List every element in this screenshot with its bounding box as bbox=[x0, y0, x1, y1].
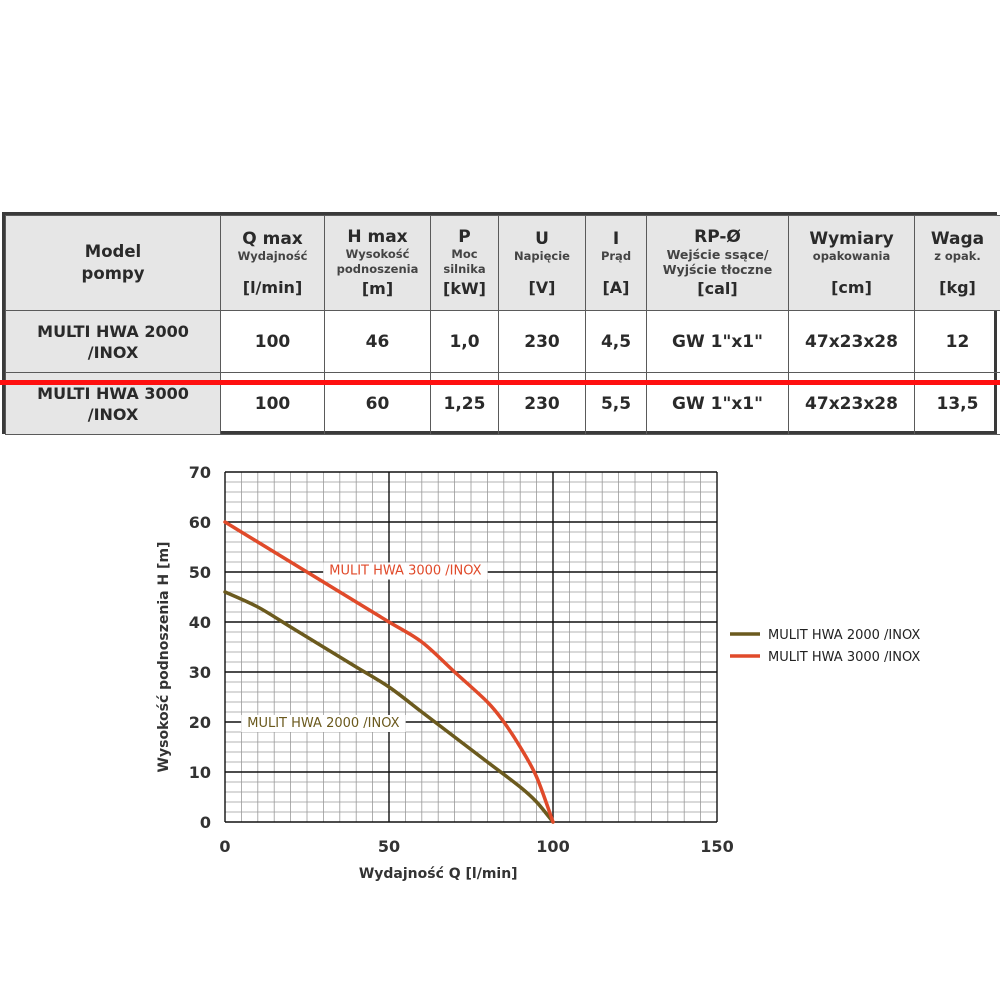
header-title: Wymiary bbox=[809, 228, 894, 249]
header-connection: RP-Ø Wejście ssące/ Wyjście tłoczne [cal… bbox=[646, 215, 789, 311]
header-unit: [V] bbox=[528, 277, 556, 297]
header-unit: [m] bbox=[361, 279, 394, 298]
y-tick-label: 0 bbox=[200, 813, 211, 832]
series-line bbox=[223, 520, 555, 824]
header-sub: Wejście ssące/ Wyjście tłoczne bbox=[662, 247, 773, 277]
header-title: Waga bbox=[930, 228, 985, 249]
header-sub: opakowania bbox=[812, 248, 891, 263]
y-tick-label: 50 bbox=[189, 563, 211, 582]
chart-legend: MULIT HWA 2000 /INOX MULIT HWA 3000 /INOX bbox=[730, 628, 920, 665]
x-tick-label: 150 bbox=[700, 837, 733, 856]
header-unit: [l/min] bbox=[242, 277, 303, 297]
current-cell: 4,5 bbox=[585, 310, 647, 373]
chart-ticks: 0 10 20 30 40 50 60 70 0 50 100 150 bbox=[189, 463, 734, 856]
highlight-divider bbox=[0, 380, 1000, 385]
model-cell: MULTI HWA 2000 /INOX bbox=[5, 310, 221, 373]
x-tick-label: 100 bbox=[536, 837, 569, 856]
header-unit: [kg] bbox=[939, 277, 976, 297]
y-tick-label: 40 bbox=[189, 613, 211, 632]
annotation-background bbox=[241, 715, 406, 732]
annotation-background bbox=[323, 562, 488, 580]
model-line2: /INOX bbox=[87, 404, 139, 424]
pump-curve-chart: 0 10 20 30 40 50 60 70 0 50 100 150 MULIT HWA 3000 … bbox=[156, 463, 920, 882]
header-model-line2: pompy bbox=[81, 264, 145, 283]
header-hmax: H max Wysokość podnoszenia [m] bbox=[324, 215, 431, 311]
header-sub: Moc silnika bbox=[443, 247, 486, 276]
model-line2: /INOX bbox=[87, 342, 139, 362]
header-model-line1: Model bbox=[84, 242, 142, 261]
chart-series bbox=[223, 520, 555, 824]
header-unit: [kW] bbox=[443, 279, 486, 298]
table-row: MULTI HWA 2000 /INOX 100 46 1,0 230 4,5 … bbox=[5, 310, 1000, 373]
legend-label: MULIT HWA 3000 /INOX bbox=[768, 650, 920, 665]
y-tick-label: 60 bbox=[189, 513, 211, 532]
weight-cell: 12 bbox=[914, 310, 1000, 373]
header-weight: Waga z opak. [kg] bbox=[914, 215, 1000, 311]
legend-label: MULIT HWA 2000 /INOX bbox=[768, 628, 920, 643]
x-tick-label: 0 bbox=[219, 837, 230, 856]
header-title: H max bbox=[347, 227, 408, 247]
dimensions-cell: 47x23x28 bbox=[788, 310, 915, 373]
header-sub: Napięcie bbox=[514, 248, 570, 263]
power-cell: 1,0 bbox=[430, 310, 499, 373]
header-sub: Wysokość podnoszenia bbox=[336, 247, 419, 276]
qmax-cell: 100 bbox=[220, 310, 325, 373]
header-sub: Prąd bbox=[600, 248, 632, 263]
voltage-cell: 230 bbox=[498, 310, 586, 373]
header-unit: [cm] bbox=[831, 277, 872, 297]
y-tick-label: 20 bbox=[189, 713, 211, 732]
header-title: I bbox=[612, 228, 620, 249]
header-qmax: Q max Wydajność [l/min] bbox=[220, 215, 325, 311]
header-voltage: U Napięcie [V] bbox=[498, 215, 586, 311]
y-tick-label: 10 bbox=[189, 763, 211, 782]
spec-table: Model pompy Q max Wydajność [l/min] H ma… bbox=[2, 212, 1000, 435]
header-sub: Wydajność bbox=[237, 248, 308, 263]
x-tick-label: 50 bbox=[378, 837, 400, 856]
header-title: Q max bbox=[242, 228, 303, 249]
header-sub: z opak. bbox=[934, 248, 981, 263]
header-model: Model pompy bbox=[5, 215, 221, 311]
header-unit: [cal] bbox=[697, 279, 738, 298]
header-title: RP-Ø bbox=[694, 227, 741, 247]
curve-annotation-label: MULIT HWA 3000 /INOX bbox=[329, 564, 481, 579]
hmax-cell: 46 bbox=[324, 310, 431, 373]
header-unit: [A] bbox=[602, 277, 630, 297]
header-dimensions: Wymiary opakowania [cm] bbox=[788, 215, 915, 311]
chart-annotations: MULIT HWA 3000 /INOX MULIT HWA 2000 /INOX bbox=[241, 562, 488, 732]
model-line1: MULTI HWA 2000 bbox=[37, 321, 189, 341]
header-power: P Moc silnika [kW] bbox=[430, 215, 499, 311]
chart-grid-minor bbox=[224, 471, 718, 823]
y-axis-label: Wysokość podnoszenia H [m] bbox=[156, 542, 172, 773]
y-tick-label: 70 bbox=[189, 463, 211, 482]
model-line1: MULTI HWA 3000 bbox=[37, 383, 189, 403]
series-line bbox=[223, 590, 555, 824]
y-tick-label: 30 bbox=[189, 663, 211, 682]
header-current: I Prąd [A] bbox=[585, 215, 647, 311]
header-title: P bbox=[458, 227, 471, 247]
header-title: U bbox=[535, 228, 549, 249]
x-axis-label: Wydajność Q [l/min] bbox=[359, 866, 518, 882]
table-row: MULTI HWA 3000 /INOX 100 60 1,25 230 5,5… bbox=[5, 372, 1000, 435]
curve-annotation-label: MULIT HWA 2000 /INOX bbox=[247, 716, 399, 731]
connection-cell: GW 1"x1" bbox=[646, 310, 789, 373]
